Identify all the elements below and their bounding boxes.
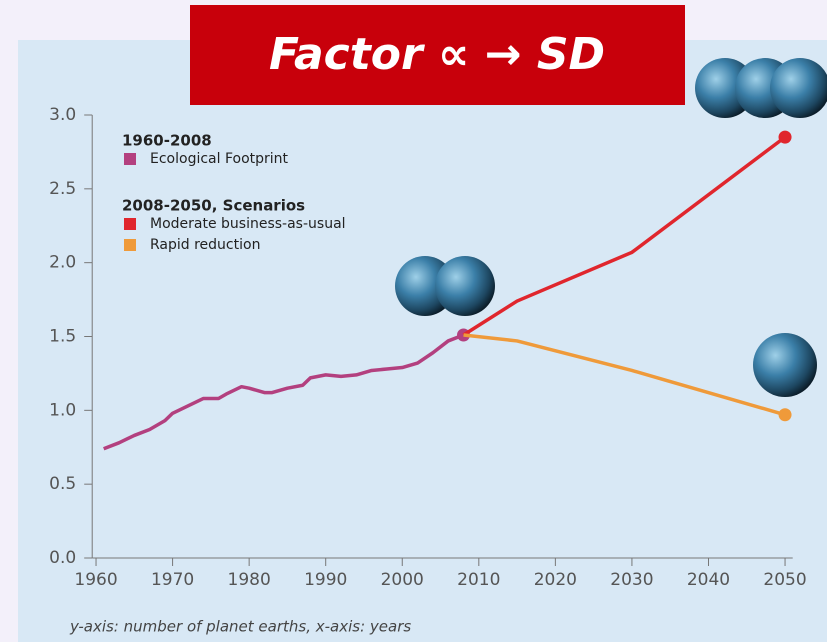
- x-tick-label: 1960: [74, 570, 117, 590]
- legend-swatch: [124, 218, 136, 230]
- y-tick-label: 0.0: [49, 548, 76, 568]
- x-tick-label: 2040: [687, 570, 730, 590]
- y-tick-label: 2.5: [49, 179, 76, 199]
- chart: Factor ∝ → SD y-axis: number of planet e…: [0, 0, 827, 642]
- x-tick-label: 2000: [381, 570, 424, 590]
- footnote: y-axis: number of planet earths, x-axis:…: [69, 618, 411, 636]
- y-tick-label: 0.5: [49, 474, 76, 494]
- y-tick-label: 1.0: [49, 400, 76, 420]
- x-tick-label: 1990: [304, 570, 347, 590]
- legend-swatch: [124, 153, 136, 165]
- x-tick-label: 1970: [151, 570, 194, 590]
- end-point: [779, 408, 792, 421]
- end-point: [779, 131, 792, 144]
- legend-title: 1960-2008: [122, 132, 212, 150]
- x-tick-label: 2010: [457, 570, 500, 590]
- chart-area: [18, 40, 827, 642]
- legend-title: 2008-2050, Scenarios: [122, 197, 305, 215]
- chart-title: Factor ∝ → SD: [269, 29, 605, 80]
- legend-label: Rapid reduction: [150, 237, 260, 253]
- legend-label: Moderate business-as-usual: [150, 216, 346, 232]
- legend-label: Ecological Footprint: [150, 151, 289, 167]
- legend-swatch: [124, 239, 136, 251]
- page: {"chart_data": {"type": "line", "title":…: [0, 0, 827, 642]
- x-tick-label: 2050: [763, 570, 806, 590]
- y-tick-label: 1.5: [49, 327, 76, 347]
- x-tick-label: 1980: [228, 570, 271, 590]
- y-tick-label: 2.0: [49, 253, 76, 273]
- x-tick-label: 2020: [534, 570, 577, 590]
- y-tick-label: 3.0: [49, 105, 76, 125]
- x-tick-label: 2030: [610, 570, 653, 590]
